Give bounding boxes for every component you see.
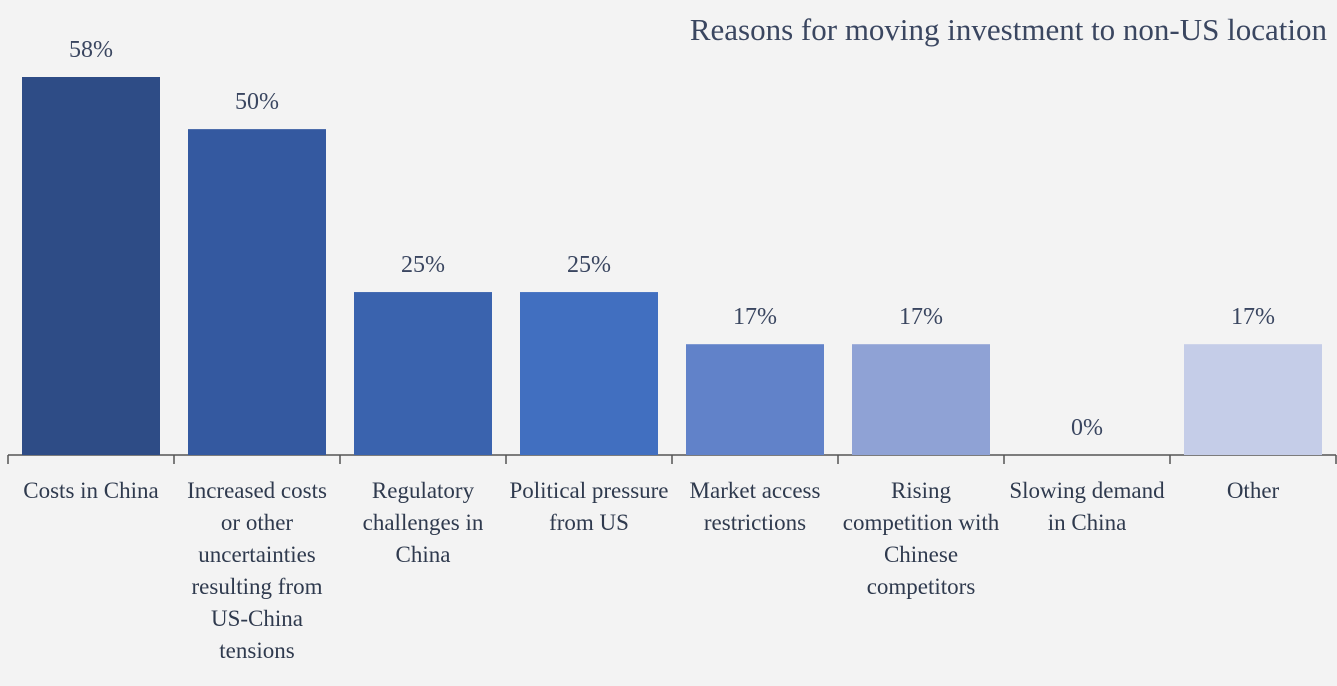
x-tick-label: Political pressure from US: [509, 478, 669, 535]
x-tick-label: Rising competition with Chinese competit…: [842, 478, 1000, 599]
x-tick-label: Costs in China: [23, 478, 159, 503]
value-label: 17%: [899, 304, 943, 330]
bar: [354, 292, 492, 455]
value-label: 50%: [235, 89, 279, 115]
bar: [22, 77, 160, 455]
value-label: 17%: [1231, 304, 1275, 330]
x-tick-label: Increased costs or other uncertainties r…: [187, 478, 327, 663]
value-label: 25%: [401, 252, 445, 278]
x-tick-label: Slowing demand in China: [1009, 478, 1165, 535]
bar: [852, 344, 990, 455]
value-label: 25%: [567, 252, 611, 278]
value-label: 0%: [1071, 415, 1103, 441]
bar: [686, 344, 824, 455]
x-tick-label: Regulatory challenges in China: [362, 478, 484, 567]
bar: [520, 292, 658, 455]
bar: [188, 129, 326, 455]
x-tick-label: Other: [1226, 478, 1280, 503]
bar: [1184, 344, 1322, 455]
x-tick-label: Market access restrictions: [689, 478, 821, 535]
chart-title: Reasons for moving investment to non-US …: [690, 12, 1328, 47]
value-label: 58%: [69, 37, 113, 63]
value-label: 17%: [733, 304, 777, 330]
